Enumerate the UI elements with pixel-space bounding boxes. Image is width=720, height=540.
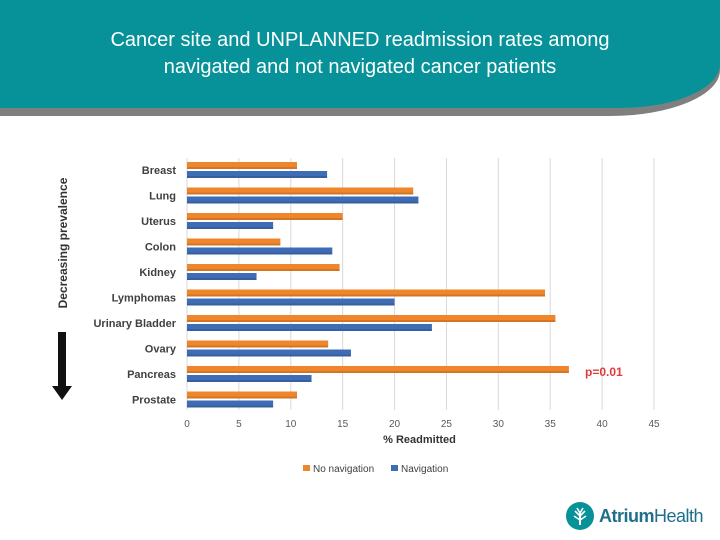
- bar-shade: [187, 227, 274, 229]
- bar-shade: [187, 176, 328, 178]
- bar-no-navigation: [187, 366, 569, 373]
- bar-no-navigation: [187, 340, 329, 348]
- bar-no-navigation: [187, 187, 414, 195]
- x-tick-label: 25: [441, 419, 453, 430]
- bar-shade: [187, 294, 546, 297]
- x-tick-label: 10: [285, 419, 297, 430]
- bar-no-navigation: [187, 391, 298, 399]
- legend-swatch: [391, 465, 398, 471]
- tree-leaf-icon: [566, 502, 594, 530]
- x-tick-label: 45: [648, 419, 660, 430]
- logo-word-atrium: Atrium: [599, 506, 655, 526]
- x-tick-label: 40: [597, 419, 609, 430]
- title-line-1: Cancer site and UNPLANNED readmission ra…: [110, 29, 610, 51]
- legend-swatch: [303, 465, 310, 471]
- x-tick-label: 30: [493, 419, 505, 430]
- x-tick-label: 35: [545, 419, 557, 430]
- bar-shade: [187, 320, 556, 322]
- bar-shade: [187, 345, 329, 348]
- bar-shade: [187, 405, 274, 408]
- bar-shade: [187, 396, 298, 399]
- atrium-health-logo: AtriumHealth: [566, 502, 716, 532]
- p-value-annotation: p=0.01: [585, 365, 623, 379]
- legend-entry: Navigation: [401, 464, 448, 475]
- bar-no-navigation: [187, 289, 546, 297]
- bar-navigation: [187, 196, 419, 204]
- category-label: Uterus: [141, 216, 176, 228]
- category-label: Pancreas: [127, 369, 176, 381]
- bar-no-navigation: [187, 162, 298, 169]
- bar-shade: [187, 201, 419, 204]
- category-label: Colon: [145, 242, 176, 254]
- x-axis-title: % Readmitted: [383, 434, 456, 446]
- bar-no-navigation: [187, 213, 343, 220]
- bar-shade: [187, 243, 281, 246]
- category-label: Lung: [149, 191, 176, 203]
- bar-shade: [187, 354, 351, 357]
- bar-navigation: [187, 375, 312, 382]
- bar-navigation: [187, 298, 395, 306]
- bar-navigation: [187, 273, 257, 280]
- bar-shade: [187, 269, 340, 271]
- bar-navigation: [187, 400, 274, 408]
- bar-shade: [187, 192, 414, 195]
- category-label: Urinary Bladder: [93, 318, 176, 330]
- category-label: Breast: [142, 165, 177, 177]
- category-label: Ovary: [145, 344, 177, 356]
- bar-navigation: [187, 222, 274, 229]
- bar-shade: [187, 218, 343, 220]
- bar-shade: [187, 371, 569, 373]
- bar-shade: [187, 380, 312, 382]
- bar-shade: [187, 329, 432, 331]
- x-tick-label: 0: [184, 419, 190, 430]
- bar-navigation: [187, 247, 333, 255]
- bar-navigation: [187, 324, 432, 331]
- x-tick-label: 20: [389, 419, 401, 430]
- bar-shade: [187, 303, 395, 306]
- bar-shade: [187, 167, 298, 169]
- logo-word-health: Health: [654, 506, 704, 526]
- category-label: Lymphomas: [112, 293, 176, 305]
- category-label: Kidney: [139, 267, 177, 279]
- category-label: Prostate: [132, 395, 176, 407]
- bar-no-navigation: [187, 315, 556, 322]
- slide-title: Cancer site and UNPLANNED readmission ra…: [40, 27, 680, 81]
- bar-no-navigation: [187, 238, 281, 246]
- bar-shade: [187, 278, 257, 280]
- bar-navigation: [187, 171, 328, 178]
- title-line-2: navigated and not navigated cancer patie…: [163, 56, 557, 78]
- legend-entry: No navigation: [313, 464, 374, 475]
- bar-shade: [187, 252, 333, 255]
- down-arrow-icon: [52, 332, 72, 402]
- x-tick-label: 5: [236, 419, 242, 430]
- title-banner: [0, 0, 720, 108]
- bar-no-navigation: [187, 264, 340, 271]
- x-tick-label: 15: [337, 419, 349, 430]
- bar-navigation: [187, 349, 351, 357]
